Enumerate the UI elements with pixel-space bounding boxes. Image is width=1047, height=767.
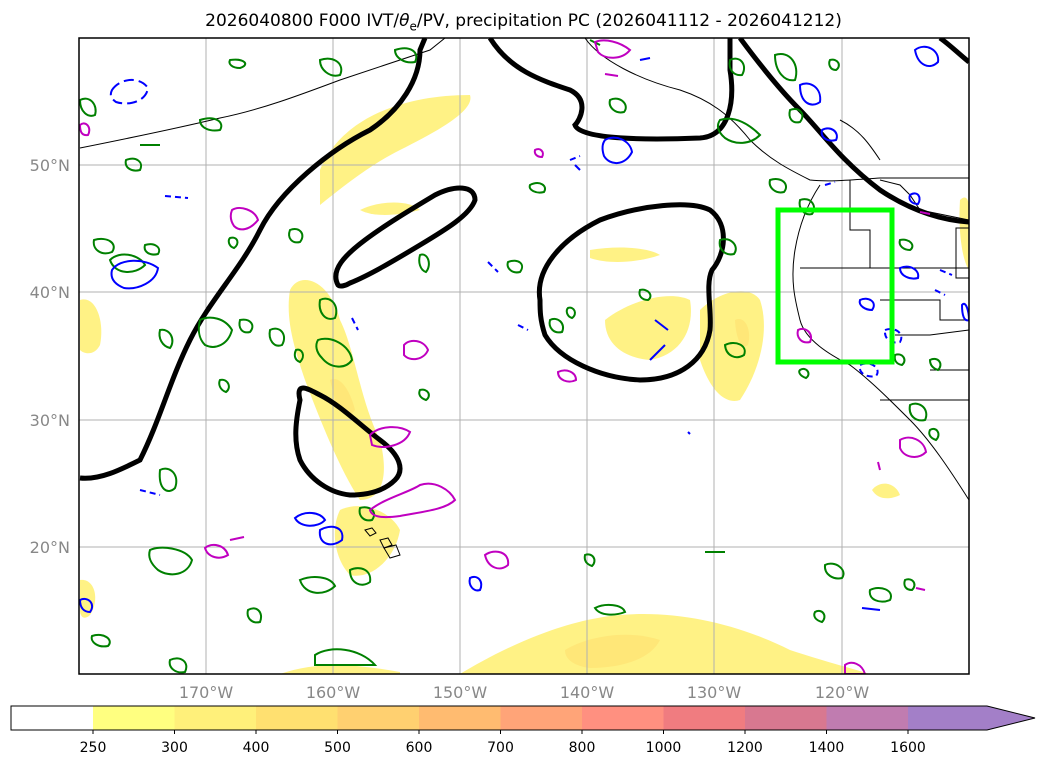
blue-contours [79,45,969,614]
colorbar-swatch-1000 [663,706,746,730]
pv-contours [79,39,942,674]
title-theta: θ [399,11,410,31]
colorbar-swatch-600 [419,706,501,730]
lon-label-170w: 170°W [179,683,234,702]
theta-contours [79,38,969,498]
colorbar-label-250: 250 [80,740,107,756]
colorbar-label-1600: 1600 [890,740,926,756]
colorbar-label-600: 600 [406,740,433,756]
colorbar-swatch-1600 [908,706,1035,730]
lon-label-130w: 130°W [687,683,742,702]
highlight-box [775,207,895,365]
colorbar-swatch-500 [337,706,420,730]
colorbar-swatches [93,706,1035,730]
colorbar-outline [10,705,1036,731]
lat-label-20n: 20°N [30,538,70,557]
title-suffix: /PV, precipitation PC (2026041112 - 2026… [416,11,842,31]
latitude-labels: 20°N 30°N 40°N 50°N [30,156,70,557]
colorbar-swatch-400 [256,706,338,730]
colorbar-label-700: 700 [487,740,514,756]
figure-title: 2026040800 F000 IVT/θe/PV, precipitation… [0,11,1047,33]
map-frame [78,37,970,675]
colorbar: 250 300 400 500 600 700 800 1000 1200 1400 1600 [10,705,1036,756]
colorbar-label-300: 300 [161,740,188,756]
lat-label-30n: 30°N [30,411,70,430]
map-background [79,38,969,674]
colorbar-swatch-700 [500,706,583,730]
colorbar-label-1200: 1200 [727,740,763,756]
colorbar-swatch-1400 [826,706,909,730]
lon-label-150w: 150°W [433,683,488,702]
lat-label-40n: 40°N [30,283,70,302]
colorbar-swatch-300 [174,706,257,730]
colorbar-labels: 250 300 400 500 600 700 800 1000 1200 1400 1600 [80,730,926,756]
longitude-labels: 170°W 160°W 150°W 140°W 130°W 120°W [179,683,870,702]
ivt-shading [80,95,969,674]
magenta-contours [79,39,931,674]
colorbar-under [11,706,93,730]
hawaii-islands [364,527,401,559]
colorbar-label-400: 400 [243,740,270,756]
title-theta-sub: e [409,19,417,34]
colorbar-label-1000: 1000 [646,740,682,756]
colorbar-label-1400: 1400 [809,740,845,756]
ivt-shading-inner [330,319,750,668]
gridlines [79,38,969,674]
lon-label-120w: 120°W [815,683,870,702]
colorbar-label-800: 800 [569,740,596,756]
lon-label-160w: 160°W [306,683,361,702]
colorbar-swatch-250 [93,706,175,730]
colorbar-swatch-800 [582,706,664,730]
colorbar-swatch-1200 [745,706,827,730]
title-prefix: 2026040800 F000 IVT/ [205,11,400,31]
colorbar-label-500: 500 [324,740,351,756]
lat-label-50n: 50°N [30,156,70,175]
lon-label-140w: 140°W [560,683,615,702]
